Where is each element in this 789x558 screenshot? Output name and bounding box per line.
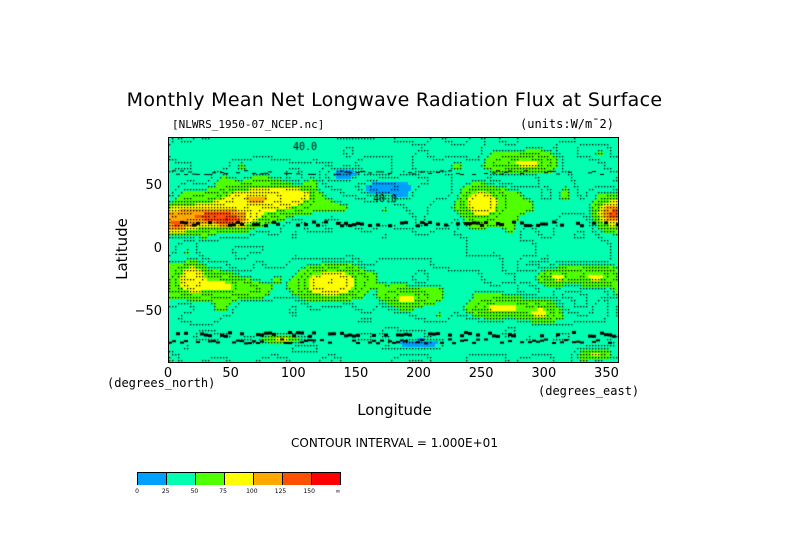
x-tick-label: 250 [468,366,494,381]
x-tick-label: 100 [280,366,306,381]
y-tick-label: 50 [145,178,162,194]
units-label: (units:W/m¯2) [520,117,614,131]
chart-title: Monthly Mean Net Longwave Radiation Flux… [126,89,663,111]
colorbar-level-label: 100 [246,488,258,495]
colorbar-level-label: 0 [135,488,139,495]
colorbar-level-label: 25 [161,488,170,495]
colorbar-level-label: 50 [190,488,199,495]
x-tick-label: 0 [163,366,173,381]
colorbar-level-label: ∞ [335,488,341,495]
y-tick-label: −50 [134,303,162,319]
x-axis-units: (degrees_east) [538,384,640,398]
colorbar-level-label: 75 [219,488,227,495]
x-tick-label: 150 [343,366,369,381]
colorbar-segment [225,473,254,485]
colorbar-segment [254,473,283,485]
y-axis-units: (degrees_north) [107,376,216,390]
colorbar [137,472,341,485]
colorbar-level-label: 125 [274,488,287,495]
y-tick-label: 0 [153,241,162,256]
colorbar-segment [167,473,196,485]
x-tick-label: 300 [531,366,557,381]
filled-contour-map [168,137,619,363]
x-tick-label: 50 [222,366,239,381]
contour-interval-text: CONTOUR INTERVAL = 1.000E+01 [291,436,498,450]
source-file-label: [NLWRS_1950-07_NCEP.nc] [172,118,325,131]
colorbar-segment [138,473,167,485]
x-tick-label: 350 [594,366,619,381]
colorbar-segment [312,473,340,485]
colorbar-segment [283,473,312,485]
colorbar-level-label: 150 [303,488,315,495]
y-axis-label: Latitude [113,218,131,280]
plot-frame [168,137,619,363]
colorbar-segment [196,473,225,485]
x-tick-label: 200 [406,366,431,381]
x-axis-label: Longitude [357,401,432,419]
